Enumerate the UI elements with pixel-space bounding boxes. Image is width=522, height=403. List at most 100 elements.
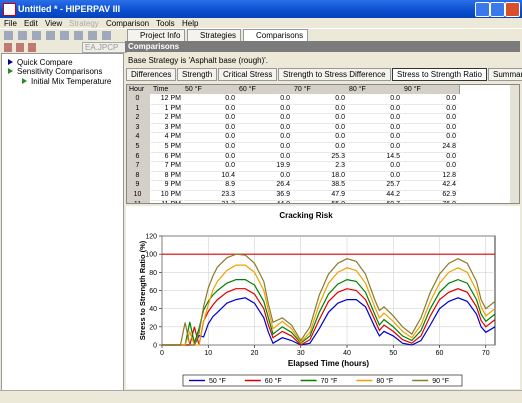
- base-strategy-text: Base Strategy is 'Asphalt base (rough)'.: [128, 56, 269, 65]
- y-tick-label: 60: [149, 288, 157, 295]
- table-cell: 55.0: [293, 200, 347, 203]
- column-header: Hour: [127, 85, 153, 94]
- sub-tab[interactable]: Strength to Stress Difference: [278, 68, 391, 81]
- legend-label: 60 °F: [265, 377, 282, 385]
- table-cell: 2.3: [293, 161, 347, 172]
- series-line: [162, 278, 496, 346]
- tree-panel: Quick Compare Sensitivity Comparisons Init…: [1, 53, 124, 391]
- x-tick-label: 0: [160, 350, 164, 357]
- table-cell: 0.0: [184, 161, 237, 172]
- sub-tab[interactable]: Strength: [177, 68, 218, 81]
- scrollbar[interactable]: [510, 85, 519, 203]
- x-tick-label: 20: [251, 350, 259, 357]
- table-cell: 36.9: [238, 190, 292, 201]
- table-cell: 2 PM: [151, 113, 183, 124]
- series-line: [162, 288, 496, 346]
- sub-tab[interactable]: Summary: [488, 68, 522, 81]
- table-cell: 0.0: [184, 94, 237, 105]
- table-cell: 62.9: [403, 190, 458, 201]
- column-header: 80 °F: [348, 85, 404, 94]
- table-cell: 0.0: [293, 132, 347, 143]
- tree-item[interactable]: Initial Mix Temperature: [31, 77, 112, 86]
- table-cell: 0.0: [184, 132, 237, 143]
- column-header: 50 °F: [184, 85, 239, 94]
- sub-tab[interactable]: Critical Stress: [218, 68, 278, 81]
- table-cell: 0.0: [238, 171, 292, 182]
- x-tick-label: 60: [436, 350, 444, 357]
- maximize-button[interactable]: [490, 2, 505, 17]
- tree-icon: [22, 78, 27, 84]
- chart: Cracking Risk 0 20 40 60 80 100 120 0 10 20 30 40 50 6…: [126, 206, 520, 389]
- table-cell: 5 PM: [151, 142, 183, 153]
- table-cell: 0.0: [403, 152, 458, 163]
- menu-item[interactable]: Comparison: [106, 19, 150, 28]
- table-cell: 31.3: [184, 200, 237, 203]
- strategy-combo[interactable]: EA.JPCP: [82, 42, 127, 53]
- table-cell: 0.0: [403, 132, 458, 143]
- minimize-button[interactable]: [475, 2, 490, 17]
- table-cell: 4 PM: [151, 132, 183, 143]
- table-cell: 10.4: [184, 171, 237, 182]
- legend-label: 50 °F: [209, 377, 226, 385]
- menu-item[interactable]: Tools: [156, 19, 175, 28]
- table-cell: 0.0: [238, 142, 292, 153]
- table-cell: 14.5: [348, 152, 402, 163]
- table-cell: 0.0: [184, 123, 237, 134]
- table-cell: 1 PM: [151, 104, 183, 115]
- sub-tab[interactable]: Differences: [126, 68, 177, 81]
- series-line: [162, 264, 496, 346]
- table-cell: 0.0: [184, 142, 237, 153]
- table-cell: 0.0: [348, 123, 402, 134]
- table-cell: 0.0: [293, 94, 347, 105]
- sub-tab[interactable]: Stress to Strength Ratio: [392, 68, 487, 81]
- legend-box: [182, 374, 463, 387]
- tree-icons[interactable]: [4, 43, 38, 52]
- table-cell: 0.0: [403, 94, 458, 105]
- table-cell: 25.7: [348, 180, 402, 191]
- x-tick-label: 10: [204, 350, 212, 357]
- close-button[interactable]: [505, 2, 520, 17]
- column-header: 90 °F: [403, 85, 460, 94]
- table-cell: 0.0: [293, 104, 347, 115]
- column-header: 60 °F: [238, 85, 294, 94]
- toolbar-icons[interactable]: [4, 31, 116, 40]
- table-cell: 38.5: [293, 180, 347, 191]
- table-cell: 44.2: [348, 190, 402, 201]
- table-cell: 0.0: [238, 104, 292, 115]
- table-cell: 0.0: [348, 113, 402, 124]
- table-cell: 0.0: [403, 123, 458, 134]
- column-header: Time: [151, 85, 186, 94]
- menu-item[interactable]: File: [4, 19, 17, 28]
- table-cell: 76.0: [403, 200, 458, 203]
- x-tick-label: 40: [343, 350, 351, 357]
- table-cell: 23.3: [184, 190, 237, 201]
- x-axis-label: Elapsed Time (hours): [288, 359, 370, 368]
- y-tick-label: 20: [149, 324, 157, 331]
- table-cell: 0.0: [403, 161, 458, 172]
- table-cell: 47.9: [293, 190, 347, 201]
- table-cell: 0.0: [293, 123, 347, 134]
- table-cell: 0.0: [238, 113, 292, 124]
- y-tick-label: 120: [145, 234, 157, 241]
- menu-item[interactable]: View: [45, 19, 63, 28]
- x-tick-label: 30: [297, 350, 305, 357]
- menu-item[interactable]: Strategy: [69, 19, 99, 28]
- table-cell: 42.4: [403, 180, 458, 191]
- series-line: [162, 297, 496, 346]
- table-cell: 10 PM: [151, 190, 183, 201]
- title-bar: Untitled * - HIPERPAV III: [0, 0, 522, 18]
- tree-icon: [8, 68, 13, 74]
- table-cell: 0.0: [348, 94, 402, 105]
- table-cell: 0.0: [238, 152, 292, 163]
- x-tick-label: 50: [389, 350, 397, 357]
- tree-item[interactable]: Quick Compare: [17, 58, 73, 67]
- column-header: 70 °F: [293, 85, 349, 94]
- menu-item[interactable]: Edit: [24, 19, 38, 28]
- menu-item[interactable]: Help: [182, 19, 199, 28]
- table-cell: 0.0: [293, 113, 347, 124]
- table-cell: 0.0: [348, 171, 402, 182]
- table-cell: 0.0: [348, 161, 402, 172]
- tree-item[interactable]: Sensitivity Comparisons: [17, 67, 103, 76]
- table-cell: 44.0: [238, 200, 292, 203]
- table-cell: 19.9: [238, 161, 292, 172]
